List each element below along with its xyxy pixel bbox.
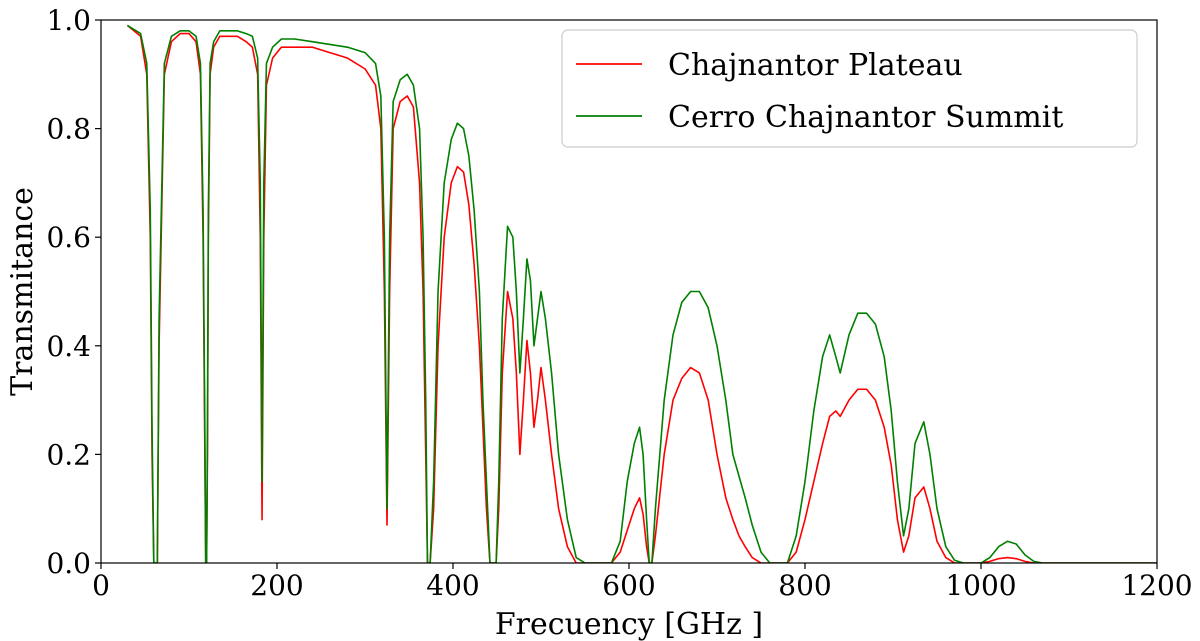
y-tick-label: 1.0 (46, 4, 91, 37)
legend-label-0: Chajnantor Plateau (668, 48, 963, 83)
x-tick-label: 1000 (945, 569, 1016, 602)
ticks: 0 200 400 600 800 1000 1200 0.0 0.2 0.4 0.6 0.8 1.0 (46, 4, 1192, 602)
series-line-1 (126, 24, 1157, 563)
x-tick-label: 400 (426, 569, 479, 602)
y-axis-label: Transmitance (5, 187, 40, 396)
legend: Chajnantor Plateau Cerro Chajnantor Summi… (561, 29, 1138, 148)
x-tick-label: 0 (92, 569, 110, 602)
y-tick-label: 0.6 (46, 221, 91, 254)
x-tick-label: 800 (778, 569, 831, 602)
y-tick-label: 0.2 (46, 438, 91, 471)
legend-label-1: Cerro Chajnantor Summit (668, 100, 1063, 135)
plot-area (126, 24, 1157, 563)
y-tick-label: 0.4 (46, 330, 91, 363)
x-tick-label: 200 (250, 569, 303, 602)
y-tick-label: 0.8 (46, 113, 91, 146)
series-line-0 (126, 24, 1157, 563)
legend-box (561, 29, 1138, 148)
x-tick-label: 600 (602, 569, 655, 602)
x-axis-label: Frecuency [GHz ] (495, 607, 763, 641)
x-tick-label: 1200 (1121, 569, 1192, 602)
y-tick-label: 0.0 (46, 547, 91, 580)
